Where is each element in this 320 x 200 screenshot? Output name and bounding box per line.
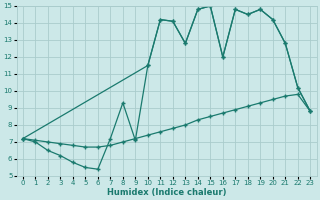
X-axis label: Humidex (Indice chaleur): Humidex (Indice chaleur) — [107, 188, 226, 197]
